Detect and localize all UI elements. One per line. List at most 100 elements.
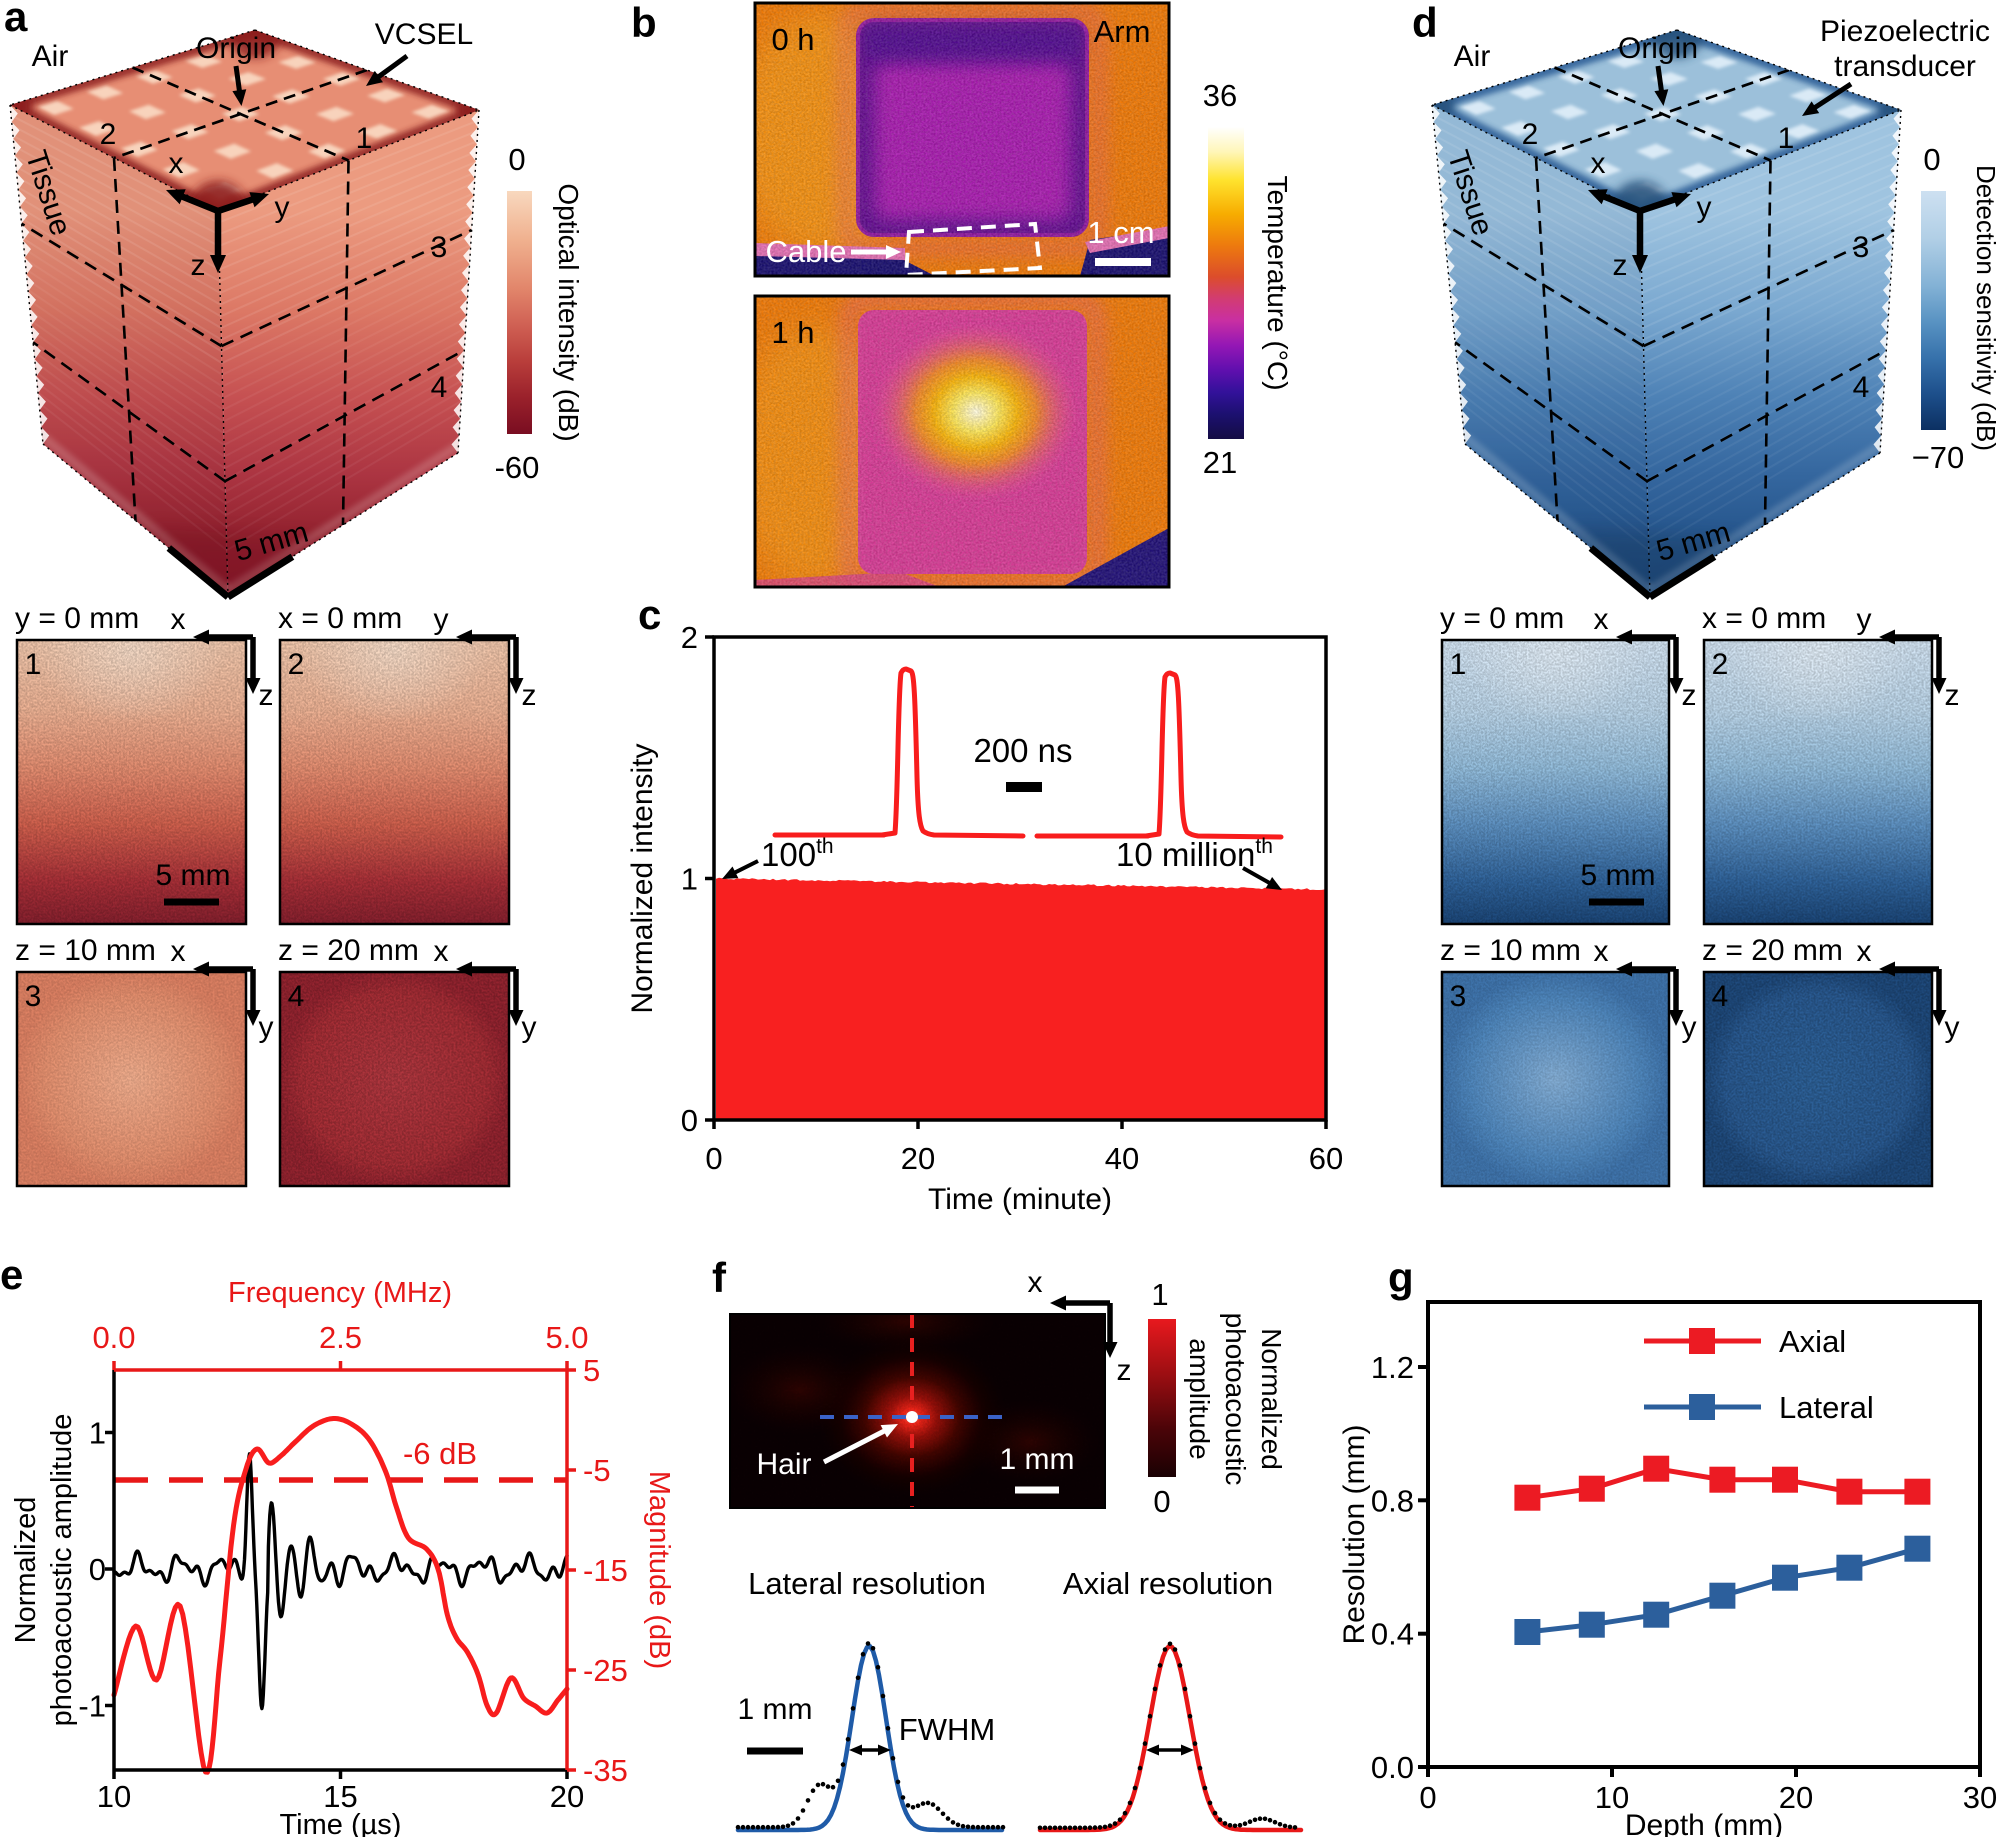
svg-text:0: 0: [89, 1552, 106, 1587]
svg-text:Axial resolution: Axial resolution: [1063, 1566, 1273, 1601]
svg-text:10: 10: [1595, 1780, 1629, 1815]
svg-text:0.8: 0.8: [1371, 1483, 1414, 1518]
svg-text:Normalized: Normalized: [10, 1497, 42, 1644]
svg-text:Lateral resolution: Lateral resolution: [748, 1566, 986, 1601]
svg-text:20: 20: [901, 1141, 935, 1176]
svg-text:Air: Air: [32, 40, 69, 73]
svg-text:transducer: transducer: [1834, 50, 1976, 83]
svg-text:0: 0: [508, 142, 525, 177]
svg-text:y: y: [522, 1011, 537, 1044]
svg-text:z: z: [1117, 1354, 1132, 1387]
svg-text:z: z: [191, 249, 206, 282]
svg-text:2: 2: [1712, 648, 1729, 681]
svg-text:z: z: [1613, 249, 1628, 282]
svg-text:x = 0 mm: x = 0 mm: [1702, 602, 1826, 635]
svg-text:a: a: [4, 0, 28, 40]
svg-text:Cable: Cable: [766, 234, 847, 269]
svg-text:photoacoustic: photoacoustic: [1220, 1313, 1251, 1486]
svg-text:Arm: Arm: [1094, 14, 1151, 49]
svg-text:photoacoustic amplitude: photoacoustic amplitude: [46, 1414, 78, 1727]
svg-text:-6 dB: -6 dB: [403, 1436, 477, 1471]
svg-text:5 mm: 5 mm: [156, 859, 231, 892]
svg-text:y: y: [259, 1011, 274, 1044]
svg-text:Depth (mm): Depth (mm): [1625, 1809, 1783, 1837]
svg-text:1: 1: [681, 862, 698, 897]
svg-text:-25: -25: [583, 1653, 628, 1688]
svg-text:200 ns: 200 ns: [973, 732, 1072, 769]
svg-text:c: c: [638, 591, 661, 638]
svg-text:x = 0 mm: x = 0 mm: [278, 602, 402, 635]
svg-text:-35: -35: [583, 1753, 628, 1788]
svg-text:−70: −70: [1912, 440, 1965, 475]
svg-text:4: 4: [288, 980, 305, 1013]
svg-text:2: 2: [1522, 118, 1539, 151]
svg-text:1 cm: 1 cm: [1087, 215, 1154, 250]
svg-text:3: 3: [1853, 231, 1870, 264]
svg-text:x: x: [169, 147, 184, 180]
svg-text:3: 3: [25, 980, 42, 1013]
svg-text:y: y: [1697, 191, 1712, 224]
svg-text:-60: -60: [495, 450, 540, 485]
svg-text:0.0: 0.0: [1371, 1750, 1414, 1785]
svg-text:30: 30: [1963, 1780, 1997, 1815]
svg-text:b: b: [631, 0, 657, 46]
svg-text:-15: -15: [583, 1553, 628, 1588]
svg-text:60: 60: [1309, 1141, 1343, 1176]
svg-text:Temperature (°C): Temperature (°C): [1262, 175, 1293, 390]
svg-text:15: 15: [323, 1779, 357, 1814]
svg-text:0: 0: [1419, 1780, 1436, 1815]
svg-text:x: x: [171, 603, 186, 636]
svg-text:1 mm: 1 mm: [738, 1693, 813, 1726]
svg-text:20: 20: [1779, 1780, 1813, 1815]
svg-text:x: x: [1594, 935, 1609, 968]
svg-text:5: 5: [583, 1353, 600, 1388]
svg-text:4: 4: [1853, 371, 1870, 404]
svg-text:1.2: 1.2: [1371, 1350, 1414, 1385]
svg-text:e: e: [0, 1251, 23, 1298]
svg-text:3: 3: [1450, 980, 1467, 1013]
svg-text:2: 2: [681, 620, 698, 655]
svg-text:x: x: [1028, 1266, 1043, 1299]
svg-text:z: z: [259, 679, 274, 712]
svg-text:1: 1: [89, 1416, 106, 1451]
svg-text:y: y: [1945, 1011, 1960, 1044]
svg-text:f: f: [712, 1254, 727, 1301]
svg-text:0.4: 0.4: [1371, 1617, 1414, 1652]
svg-text:y: y: [434, 603, 449, 636]
svg-text:Optical intensity (dB): Optical intensity (dB): [553, 183, 584, 441]
svg-text:0: 0: [681, 1103, 698, 1138]
svg-text:VCSEL: VCSEL: [375, 18, 473, 51]
svg-text:2.5: 2.5: [319, 1320, 362, 1355]
svg-text:FWHM: FWHM: [899, 1712, 995, 1747]
svg-text:4: 4: [431, 371, 448, 404]
svg-text:1: 1: [356, 122, 373, 155]
svg-text:1: 1: [25, 648, 42, 681]
svg-text:1: 1: [1778, 122, 1795, 155]
svg-text:z: z: [522, 679, 537, 712]
svg-text:x: x: [171, 935, 186, 968]
svg-text:10 millionth: 10 millionth: [1116, 835, 1273, 873]
svg-text:0 h: 0 h: [771, 22, 814, 57]
svg-text:amplitude: amplitude: [1184, 1338, 1215, 1459]
svg-text:Frequency (MHz): Frequency (MHz): [228, 1277, 452, 1309]
svg-text:0.0: 0.0: [92, 1320, 135, 1355]
svg-text:0: 0: [1153, 1484, 1170, 1519]
svg-text:z = 10 mm: z = 10 mm: [15, 934, 156, 967]
svg-text:1 mm: 1 mm: [1000, 1443, 1075, 1476]
svg-text:z: z: [1945, 679, 1960, 712]
svg-text:-1: -1: [78, 1689, 106, 1724]
svg-text:z = 20 mm: z = 20 mm: [278, 934, 419, 967]
svg-text:-5: -5: [583, 1453, 611, 1488]
svg-text:0: 0: [705, 1141, 722, 1176]
svg-text:Resolution (mm): Resolution (mm): [1338, 1424, 1371, 1644]
svg-text:g: g: [1388, 1254, 1414, 1301]
svg-text:5 mm: 5 mm: [1581, 859, 1656, 892]
svg-text:Time (minute): Time (minute): [928, 1183, 1112, 1216]
svg-text:21: 21: [1203, 445, 1237, 480]
svg-text:0: 0: [1923, 142, 1940, 177]
svg-text:y = 0 mm: y = 0 mm: [15, 602, 139, 635]
svg-text:z = 20 mm: z = 20 mm: [1702, 934, 1843, 967]
svg-text:Detection sensitivity (dB): Detection sensitivity (dB): [1971, 165, 1998, 451]
svg-text:x: x: [1591, 147, 1606, 180]
svg-text:Air: Air: [1454, 40, 1491, 73]
